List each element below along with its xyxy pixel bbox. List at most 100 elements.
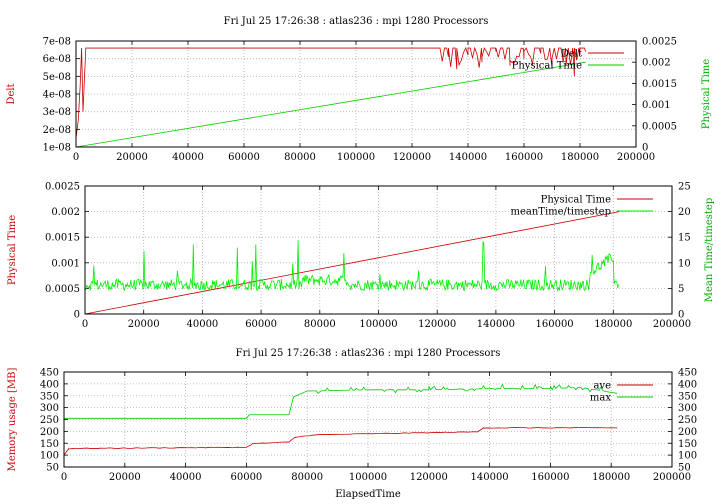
- x-tick-label: 60000: [228, 152, 260, 163]
- legend-label: Delt: [561, 49, 582, 60]
- x-tick-label: 20000: [116, 152, 148, 163]
- x-tick-label: 120000: [410, 472, 448, 483]
- x-tick-label: 60000: [245, 319, 277, 330]
- y1-tick-label: 450: [40, 368, 59, 379]
- x-tick-label: 160000: [505, 152, 543, 163]
- legend-label: Physical Time: [541, 195, 611, 206]
- y2-tick-label: 0: [642, 143, 648, 154]
- y1-tick-label: 0.001: [51, 258, 80, 269]
- y1-tick-label: 2e-08: [43, 125, 71, 136]
- series-line-1: [63, 426, 618, 457]
- y2-tick-label: 50: [678, 463, 691, 474]
- y1-tick-label: 0.002: [51, 207, 80, 218]
- y1-tick-label: 0.0005: [45, 284, 80, 295]
- y2-axis-label: Mean Time/timestep: [704, 198, 715, 302]
- y1-tick-label: 300: [40, 403, 59, 414]
- x-tick-label: 140000: [477, 319, 515, 330]
- y1-tick-label: 1e-08: [43, 143, 71, 154]
- y1-axis-label: Delt: [6, 83, 17, 104]
- y1-tick-label: 0: [74, 310, 80, 321]
- chart-title: Fri Jul 25 17:26:38 : atlas236 : mpi 128…: [224, 16, 489, 27]
- chart-panel-2: 0 20000 40000 60000 80000 100000 120000 140000 1…: [7, 182, 715, 331]
- x-tick-label: 0: [82, 319, 88, 330]
- x-tick-label: 200000: [653, 319, 691, 330]
- x-tick-label: 100000: [349, 472, 387, 483]
- x-tick-label: 140000: [449, 152, 487, 163]
- y1-tick-label: 200: [40, 427, 59, 438]
- series-line-1: [75, 46, 586, 139]
- y2-tick-label: 25: [678, 182, 691, 193]
- x-tick-label: 40000: [170, 472, 202, 483]
- y2-tick-label: 400: [678, 379, 697, 390]
- x-tick-label: 120000: [418, 319, 456, 330]
- series-line-2: [64, 383, 618, 419]
- y1-tick-label: 0.0015: [45, 233, 80, 244]
- series-line-1: [84, 211, 620, 315]
- y1-tick-label: 5e-08: [43, 72, 71, 83]
- plot-frame: [84, 185, 673, 315]
- y1-tick-label: 100: [40, 451, 59, 462]
- y2-tick-label: 450: [678, 368, 697, 379]
- x-tick-label: 200000: [617, 152, 655, 163]
- x-tick-label: 0: [73, 152, 79, 163]
- y1-axis-label: Memory usage [MB]: [7, 368, 18, 472]
- y2-tick-label: 0.0025: [642, 37, 677, 48]
- chart-panel-3: 0 20000 40000 60000 80000 100000 120000 140000 1…: [7, 348, 697, 500]
- x-tick-label: 120000: [393, 152, 431, 163]
- y2-tick-label: 0.0015: [642, 79, 677, 90]
- y2-tick-label: 0.002: [642, 58, 671, 69]
- y1-tick-label: 0.0025: [45, 182, 80, 193]
- plot-frame: [75, 40, 637, 148]
- x-tick-label: 200000: [653, 472, 691, 483]
- x-tick-label: 180000: [561, 152, 599, 163]
- x-tick-label: 100000: [359, 319, 397, 330]
- y1-tick-label: 4e-08: [43, 90, 71, 101]
- legend-label: meanTime/timestep: [510, 207, 611, 218]
- y2-tick-label: 15: [678, 233, 691, 244]
- x-tick-label: 20000: [128, 319, 160, 330]
- y2-tick-label: 0: [678, 310, 684, 321]
- x-tick-label: 40000: [172, 152, 204, 163]
- y1-tick-label: 7e-08: [43, 37, 71, 48]
- x-axis-label: ElapsedTime: [335, 489, 401, 500]
- y1-tick-label: 50: [46, 463, 59, 474]
- x-tick-label: 160000: [531, 472, 569, 483]
- y2-axis-label: Physical Time: [701, 59, 712, 129]
- x-tick-label: 160000: [536, 319, 574, 330]
- plot-frame: [63, 371, 673, 468]
- legend-label: Physical Time: [512, 61, 582, 72]
- y2-tick-label: 5: [678, 284, 684, 295]
- x-tick-label: 180000: [594, 319, 632, 330]
- x-tick-label: 140000: [471, 472, 509, 483]
- y2-tick-label: 300: [678, 403, 697, 414]
- x-tick-label: 100000: [337, 152, 375, 163]
- y1-tick-label: 6e-08: [43, 54, 71, 65]
- chart-title: Fri Jul 25 17:26:38 : atlas236 : mpi 128…: [236, 348, 501, 359]
- y2-tick-label: 20: [678, 207, 691, 218]
- x-tick-label: 80000: [284, 152, 316, 163]
- series-line-2: [75, 61, 586, 148]
- y2-tick-label: 10: [678, 258, 691, 269]
- x-tick-label: 80000: [291, 472, 323, 483]
- y1-axis-label: Physical Time: [7, 215, 18, 285]
- y1-tick-label: 150: [40, 439, 59, 450]
- y1-tick-label: 350: [40, 391, 59, 402]
- legend-label: ave: [593, 381, 611, 392]
- x-tick-label: 180000: [592, 472, 630, 483]
- y2-tick-label: 200: [678, 427, 697, 438]
- legend-label: max: [590, 393, 611, 404]
- y2-tick-label: 100: [678, 451, 697, 462]
- chart-panel-1: 0 20000 40000 60000 80000 100000 120000 140000 1…: [6, 16, 712, 163]
- y2-tick-label: 150: [678, 439, 697, 450]
- y1-tick-label: 250: [40, 415, 59, 426]
- x-tick-label: 0: [61, 472, 67, 483]
- y1-tick-label: 400: [40, 379, 59, 390]
- y2-tick-label: 250: [678, 415, 697, 426]
- x-tick-label: 40000: [186, 319, 218, 330]
- x-tick-label: 20000: [109, 472, 141, 483]
- series-line-2: [84, 240, 619, 292]
- y2-tick-label: 350: [678, 391, 697, 402]
- x-tick-label: 60000: [230, 472, 262, 483]
- y1-tick-label: 3e-08: [43, 107, 71, 118]
